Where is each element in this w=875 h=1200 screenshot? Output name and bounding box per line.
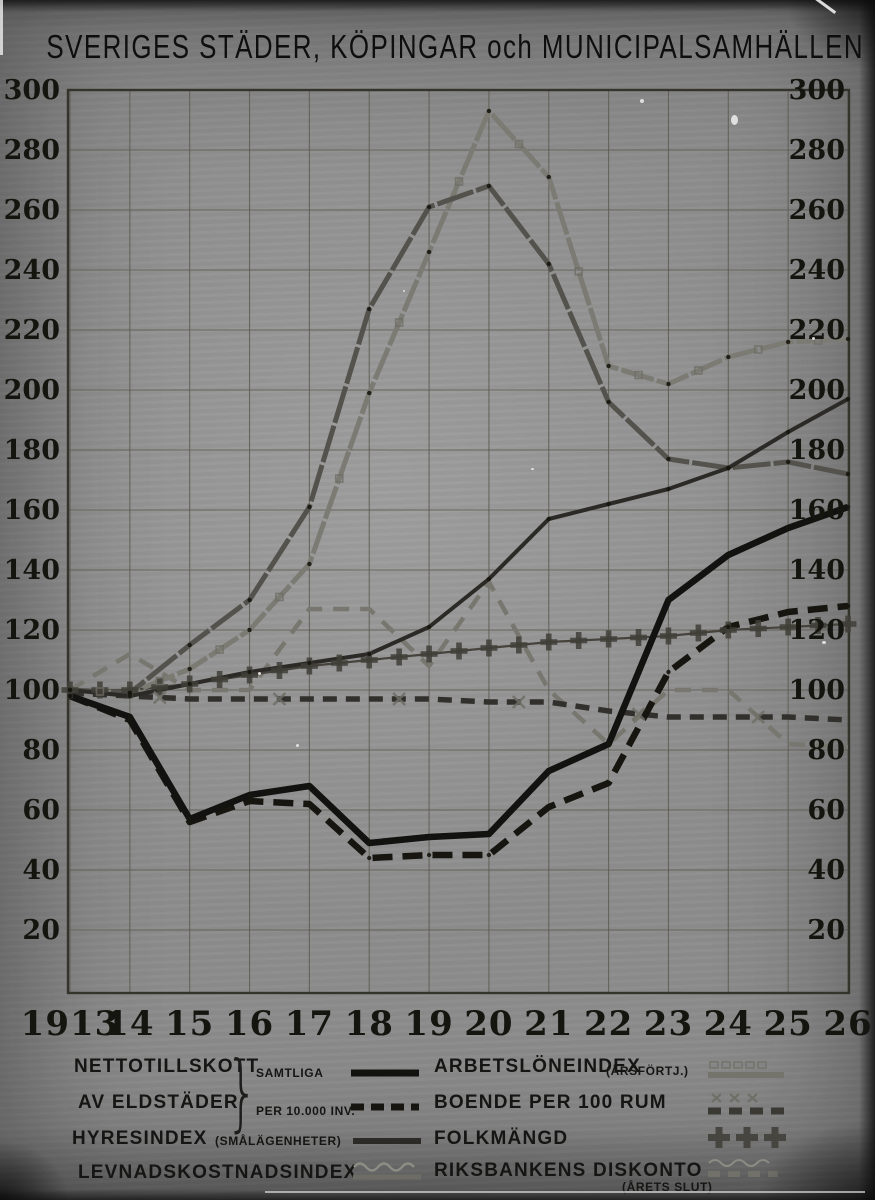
- photo-speck: [640, 99, 644, 103]
- y-axis-label-left: 100: [4, 675, 60, 706]
- y-axis-label-left: 280: [4, 135, 60, 166]
- legend-label-riksbankens-diskonto: RIKSBANKENS DISKONTO: [434, 1160, 703, 1181]
- photo-edge-line: [265, 1191, 865, 1193]
- y-axis-label-left: 120: [4, 615, 60, 646]
- y-axis-label-right: 20: [807, 915, 845, 946]
- legend-note-arsfortj: (ÅRSFÖRTJ.): [606, 1064, 689, 1078]
- x-axis-year-label: 22: [584, 1004, 633, 1044]
- y-axis-label-right: 220: [789, 315, 845, 346]
- y-axis-label-right: 280: [789, 135, 845, 166]
- y-axis-label-right: 240: [789, 255, 845, 286]
- x-axis-year-label: 1913: [21, 1004, 120, 1044]
- y-axis-label-right: 160: [789, 495, 845, 526]
- x-axis-year-label: 14: [105, 1004, 154, 1044]
- photo-speck: [296, 744, 299, 747]
- x-axis-year-label: 20: [464, 1004, 513, 1044]
- y-axis-label-left: 20: [22, 915, 60, 946]
- y-axis-label-left: 240: [4, 255, 60, 286]
- y-axis-label-left: 40: [22, 855, 60, 886]
- photo-edge-line: [0, 0, 3, 55]
- y-axis-label-left: 60: [22, 795, 60, 826]
- legend-sample-dark-solid-line-icon: [353, 1138, 421, 1144]
- y-axis-label-left: 80: [22, 735, 60, 766]
- photo-speck: [731, 115, 738, 125]
- legend-sample-squares-gray-line-icon: [708, 1061, 784, 1078]
- photo-speck: [822, 641, 826, 644]
- legend-sample-dashed-black-line-icon: [351, 1103, 419, 1111]
- x-axis-year-label: 26: [823, 1004, 872, 1044]
- brace-icon: }: [226, 1043, 259, 1141]
- y-axis-label-right: 300: [789, 75, 845, 106]
- y-axis-label-right: 140: [789, 555, 845, 586]
- series-levnadskostnadsindex: [69, 183, 849, 696]
- y-axis-label-left: 300: [4, 75, 60, 106]
- x-axis-year-label: 17: [285, 1004, 334, 1044]
- series-nettotillskott-samtliga: [68, 503, 850, 847]
- x-axis-year-label: 25: [763, 1004, 812, 1044]
- y-axis-label-right: 200: [789, 375, 845, 406]
- legend-label-boende-per-100-rum: BOENDE PER 100 RUM: [434, 1092, 667, 1113]
- x-axis-year-label: 21: [524, 1004, 573, 1044]
- legend-sample-wavy-gray-dashes-icon: [708, 1159, 778, 1177]
- y-axis-label-right: 80: [807, 735, 845, 766]
- x-axis-year-label: 24: [704, 1004, 753, 1044]
- y-axis-label-right: 120: [789, 615, 845, 646]
- photo-speck: [403, 290, 405, 292]
- legend-label-hyresindex: HYRESINDEX: [72, 1128, 208, 1149]
- photo-speck: [531, 468, 534, 470]
- y-axis-label-right: 100: [789, 675, 845, 706]
- y-axis-label-left: 140: [4, 555, 60, 586]
- legend-note-samtliga: SAMTLIGA: [256, 1066, 324, 1080]
- legend-label-levnadskostnadsindex: LEVNADSKOSTNADSINDEX: [78, 1162, 358, 1183]
- x-axis-year-label: 19: [404, 1004, 453, 1044]
- y-axis-label-left: 220: [4, 315, 60, 346]
- photo-speck: [258, 672, 261, 675]
- chart-title: SVERIGES STÄDER, KÖPINGAR och MUNICIPALS…: [46, 28, 865, 66]
- series-boende-per-100-rum: [69, 690, 849, 723]
- y-axis-label-right: 260: [789, 195, 845, 226]
- legend-sample-plus-crosses-icon: [708, 1127, 786, 1148]
- y-axis-label-left: 260: [4, 195, 60, 226]
- y-axis-label-left: 180: [4, 435, 60, 466]
- x-axis-year-label: 16: [225, 1004, 274, 1044]
- legend-label-folkmangd: FOLKMÄNGD: [434, 1128, 569, 1149]
- x-axis-year-label: 18: [345, 1004, 394, 1044]
- legend-label-nettotillskott: NETTOTILLSKOTT: [74, 1056, 260, 1077]
- legend: NETTOTILLSKOTT AV ELDSTÄDER HYRESINDEX (…: [0, 1048, 875, 1198]
- photo-speck: [812, 337, 815, 340]
- y-axis-label-right: 180: [789, 435, 845, 466]
- legend-note-smalagenheter: (SMÅLÄGENHETER): [215, 1134, 342, 1148]
- series-arbetsloneindex: [69, 108, 849, 696]
- x-axis-year-label: 23: [644, 1004, 693, 1044]
- y-axis-label-right: 60: [807, 795, 845, 826]
- x-axis-year-label: 15: [165, 1004, 214, 1044]
- legend-note-per-10000-inv: PER 10.000 INV.: [256, 1104, 356, 1118]
- legend-label-arbetsloneindex: ARBETSLÖNEINDEX: [434, 1056, 641, 1077]
- legend-sample-x-dark-dashes-icon: [708, 1093, 786, 1115]
- legend-label-av-eldstader: AV ELDSTÄDER: [78, 1092, 239, 1113]
- legend-sample-solid-black-line-icon: [351, 1069, 419, 1077]
- legend-sample-wavy-gray-line-icon: [353, 1162, 421, 1180]
- series-riksbankens-diskonto: [68, 579, 849, 750]
- y-axis-label-right: 40: [807, 855, 845, 886]
- series-hyresindex: [69, 397, 849, 698]
- y-axis-label-left: 160: [4, 495, 60, 526]
- y-axis-label-left: 200: [4, 375, 60, 406]
